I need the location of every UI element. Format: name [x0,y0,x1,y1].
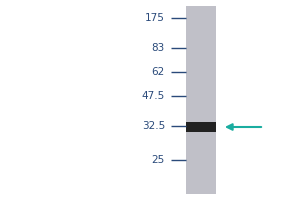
Text: 175: 175 [145,13,165,23]
Text: 83: 83 [152,43,165,53]
Bar [186,6,216,194]
Text: 25: 25 [152,155,165,165]
Text: 62: 62 [152,67,165,77]
Text: 32.5: 32.5 [142,121,165,131]
Text: 47.5: 47.5 [142,91,165,101]
Bar [186,122,216,132]
